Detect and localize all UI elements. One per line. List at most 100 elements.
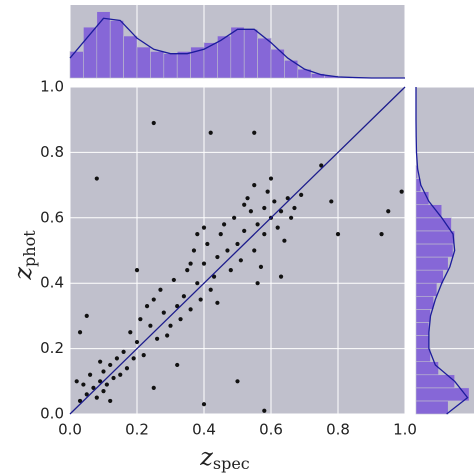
histogram-bar (136, 46, 151, 79)
scatter-point (215, 300, 220, 305)
x-tick-label: 0.8 (326, 421, 350, 439)
histogram-bar (415, 269, 444, 284)
histogram-bar (415, 204, 443, 219)
diagonal-line (69, 86, 406, 415)
scatter-point (335, 232, 341, 237)
scatter-point (225, 248, 230, 253)
scatter-point (74, 379, 79, 384)
y-axis-label: zphot (9, 230, 39, 281)
scatter-point (121, 349, 126, 354)
scatter-point (235, 379, 240, 384)
scatter-point (379, 232, 384, 237)
scatter-point (77, 398, 83, 404)
histogram-bar (217, 35, 232, 79)
scatter-point (268, 176, 274, 181)
scatter-point (299, 192, 304, 198)
scatter-point (185, 268, 190, 273)
scatter-point (195, 232, 200, 237)
x-label-main: z (199, 443, 213, 471)
scatter-point (228, 268, 233, 273)
scatter-point (134, 339, 140, 345)
scatter-point (399, 189, 404, 194)
x-tick-label: 0.6 (259, 421, 283, 439)
y-label-sub: phot (20, 230, 39, 267)
histogram-bar (109, 20, 124, 79)
scatter-point (205, 241, 210, 247)
scatter-point (252, 248, 257, 253)
scatter-point (201, 225, 207, 230)
scatter-point (188, 261, 193, 266)
histogram-bar (415, 282, 438, 297)
scatter-point (195, 281, 200, 286)
histogram-bar (96, 11, 111, 79)
histogram-bar (176, 51, 191, 79)
histogram-bar (415, 322, 430, 336)
scatter-point (292, 205, 297, 211)
histogram-bar (230, 26, 245, 79)
scatter-point (91, 385, 96, 390)
scatter-point (148, 323, 153, 328)
scatter-point (208, 287, 213, 292)
scatter-point (138, 317, 143, 322)
scatter-point (262, 408, 267, 413)
scatter-point (211, 274, 217, 279)
scatter-point (151, 385, 156, 390)
scatter-point (158, 287, 163, 292)
scatter-point (141, 353, 146, 358)
scatter-point (278, 274, 284, 279)
scatter-point (255, 281, 260, 286)
scatter-point (178, 317, 183, 322)
scatter-point (81, 382, 86, 387)
scatter-point (131, 356, 136, 361)
scatter-point (386, 209, 391, 214)
scatter-point (124, 366, 130, 371)
scatter-point (77, 330, 83, 335)
scatter-point (175, 362, 180, 368)
histogram-bar (415, 400, 449, 415)
scatter-point (201, 261, 207, 266)
x-tick-label: 1.0 (393, 421, 417, 439)
histogram-bar (415, 335, 430, 349)
scatter-point (232, 215, 237, 220)
scatter-point (329, 199, 334, 204)
histogram-bar (150, 51, 165, 79)
scatter-point (188, 307, 193, 312)
scatter-point (108, 398, 113, 404)
histogram-bar (163, 53, 178, 79)
scatter-point (128, 330, 133, 335)
scatter-point (262, 205, 267, 211)
scatter-point (101, 389, 106, 394)
scatter-point (252, 130, 257, 135)
x-label-sub: spec (213, 454, 250, 473)
scatter-point (215, 254, 220, 260)
scatter-point (98, 379, 103, 384)
scatter-point (248, 209, 253, 214)
scatter-point (101, 369, 106, 374)
scatter-point (155, 336, 160, 341)
scatter-point (171, 277, 176, 283)
scatter-point (104, 382, 109, 387)
x-tick-label: 0.2 (125, 421, 149, 439)
scatter-point (275, 225, 280, 230)
y-label-main: z (9, 267, 37, 281)
scatter-point (208, 130, 213, 135)
scatter-point (118, 372, 123, 377)
scatter-point (161, 310, 166, 315)
scatter-point (111, 375, 116, 381)
histogram-bar (415, 243, 454, 258)
scatter-point (84, 392, 89, 397)
y-tick-label: 0.2 (40, 339, 64, 357)
x-axis-label: zspec (199, 443, 250, 473)
scatter-point (252, 183, 257, 188)
y-tick-label: 0.6 (40, 208, 64, 226)
scatter-point (235, 241, 240, 247)
scatter-point (108, 362, 113, 368)
scatter-point (165, 333, 170, 338)
scatter-point (282, 238, 287, 243)
x-tick-label: 0.0 (58, 421, 82, 439)
scatter-point (151, 297, 156, 302)
histogram-bar (243, 29, 258, 79)
scatter-point (319, 163, 324, 168)
